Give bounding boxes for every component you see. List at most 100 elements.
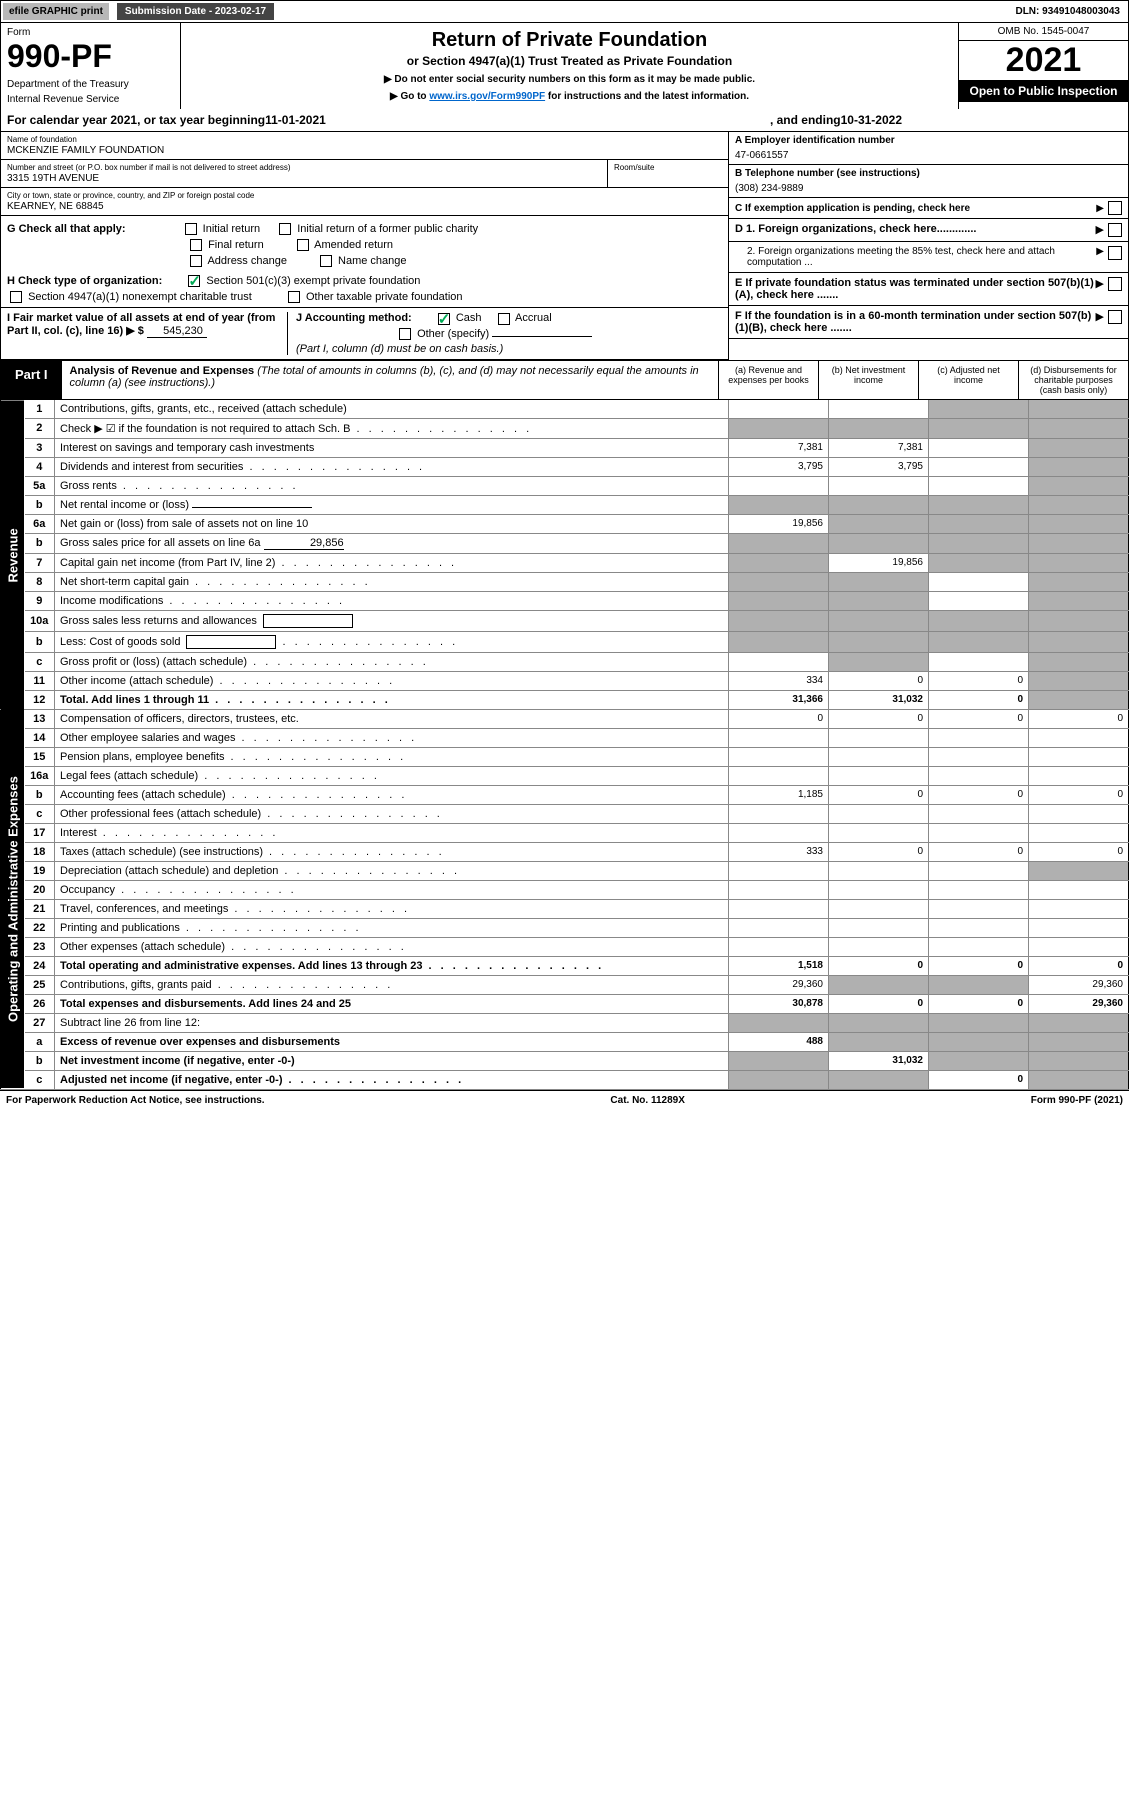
cell-d <box>1029 533 1129 553</box>
row-label: Net rental income or (loss) <box>55 495 729 514</box>
f-checkbox[interactable] <box>1108 310 1122 324</box>
form-number: 990-PF <box>7 38 174 75</box>
j-accrual[interactable] <box>498 313 510 325</box>
table-row: 15Pension plans, employee benefits <box>1 747 1129 766</box>
cell-d <box>1029 476 1129 495</box>
d2-checkbox[interactable] <box>1108 246 1122 260</box>
year-begin: 11-01-2021 <box>265 113 326 127</box>
d2-label: 2. Foreign organizations meeting the 85%… <box>747 246 1096 268</box>
cell-d: 29,360 <box>1029 975 1129 994</box>
row-label: Occupancy <box>55 880 729 899</box>
g-initial-former[interactable] <box>279 223 291 235</box>
cell-c: 0 <box>929 956 1029 975</box>
cell-b: 31,032 <box>829 690 929 709</box>
cell-a <box>729 1070 829 1089</box>
cell-c <box>929 610 1029 631</box>
gov-link[interactable]: www.irs.gov/Form990PF <box>429 91 545 102</box>
cell-a: 1,518 <box>729 956 829 975</box>
table-row: 10aGross sales less returns and allowanc… <box>1 610 1129 631</box>
part1-desc: Analysis of Revenue and Expenses (The to… <box>62 361 718 399</box>
cell-b <box>829 823 929 842</box>
g-initial-return[interactable] <box>185 223 197 235</box>
cell-a <box>729 418 829 438</box>
cell-c <box>929 400 1029 419</box>
cell-a: 1,185 <box>729 785 829 804</box>
open-public: Open to Public Inspection <box>959 80 1128 102</box>
section-g-h-i-j: G Check all that apply: Initial return I… <box>0 219 1129 360</box>
row-label: Contributions, gifts, grants, etc., rece… <box>55 400 729 419</box>
table-row: cAdjusted net income (if negative, enter… <box>1 1070 1129 1089</box>
cell-d <box>1029 918 1129 937</box>
cell-c: 0 <box>929 671 1029 690</box>
table-row: 21Travel, conferences, and meetings <box>1 899 1129 918</box>
cell-a <box>729 766 829 785</box>
h-4947[interactable] <box>10 291 22 303</box>
cell-d <box>1029 1051 1129 1070</box>
g-name-change[interactable] <box>320 255 332 267</box>
row-label: Capital gain net income (from Part IV, l… <box>55 553 729 572</box>
table-row: Revenue1Contributions, gifts, grants, et… <box>1 400 1129 419</box>
cell-a <box>729 533 829 553</box>
footer-mid: Cat. No. 11289X <box>610 1095 684 1106</box>
cell-b <box>829 899 929 918</box>
cell-a <box>729 918 829 937</box>
cell-a <box>729 652 829 671</box>
row-number: 15 <box>25 747 55 766</box>
cell-b <box>829 747 929 766</box>
cell-a: 488 <box>729 1032 829 1051</box>
table-row: 26Total expenses and disbursements. Add … <box>1 994 1129 1013</box>
cell-a <box>729 495 829 514</box>
h-other-taxable[interactable] <box>288 291 300 303</box>
g-address-change[interactable] <box>190 255 202 267</box>
cell-b: 0 <box>829 842 929 861</box>
cell-b <box>829 652 929 671</box>
row-number: 14 <box>25 728 55 747</box>
ein: 47-0661557 <box>735 150 1122 161</box>
e-label: E If private foundation status was termi… <box>735 277 1094 301</box>
cell-c: 0 <box>929 994 1029 1013</box>
row-label: Other income (attach schedule) <box>55 671 729 690</box>
cell-c <box>929 1032 1029 1051</box>
cell-d <box>1029 591 1129 610</box>
cell-c: 0 <box>929 1070 1029 1089</box>
h-label: H Check type of organization: <box>7 275 162 287</box>
irs-label: Internal Revenue Service <box>7 94 174 105</box>
table-row: 27Subtract line 26 from line 12: <box>1 1013 1129 1032</box>
table-row: bGross sales price for all assets on lin… <box>1 533 1129 553</box>
row-number: 13 <box>25 709 55 728</box>
cell-a: 29,360 <box>729 975 829 994</box>
cell-c <box>929 747 1029 766</box>
col-a-header: (a) Revenue and expenses per books <box>718 361 818 399</box>
g-amended[interactable] <box>297 239 309 251</box>
cell-c <box>929 631 1029 652</box>
cell-b <box>829 918 929 937</box>
g-final[interactable] <box>190 239 202 251</box>
table-row: 22Printing and publications <box>1 918 1129 937</box>
row-label: Interest <box>55 823 729 842</box>
cell-a <box>729 937 829 956</box>
row-number: 12 <box>25 690 55 709</box>
cell-a: 0 <box>729 709 829 728</box>
efile-label[interactable]: efile GRAPHIC print <box>3 3 109 20</box>
cell-b <box>829 400 929 419</box>
d1-checkbox[interactable] <box>1108 223 1122 237</box>
cell-b: 0 <box>829 671 929 690</box>
row-label: Travel, conferences, and meetings <box>55 899 729 918</box>
h-501c3[interactable] <box>188 275 200 287</box>
row-number: 26 <box>25 994 55 1013</box>
row-label: Accounting fees (attach schedule) <box>55 785 729 804</box>
c-checkbox[interactable] <box>1108 201 1122 215</box>
row-number: b <box>25 495 55 514</box>
cell-b <box>829 631 929 652</box>
cell-d <box>1029 457 1129 476</box>
row-number: 20 <box>25 880 55 899</box>
title1: Return of Private Foundation <box>187 29 952 52</box>
row-number: 5a <box>25 476 55 495</box>
j-other[interactable] <box>399 328 411 340</box>
j-cash[interactable] <box>438 313 450 325</box>
cell-c <box>929 766 1029 785</box>
row-number: 4 <box>25 457 55 476</box>
e-checkbox[interactable] <box>1108 277 1122 291</box>
row-label: Net investment income (if negative, ente… <box>55 1051 729 1070</box>
row-number: 7 <box>25 553 55 572</box>
